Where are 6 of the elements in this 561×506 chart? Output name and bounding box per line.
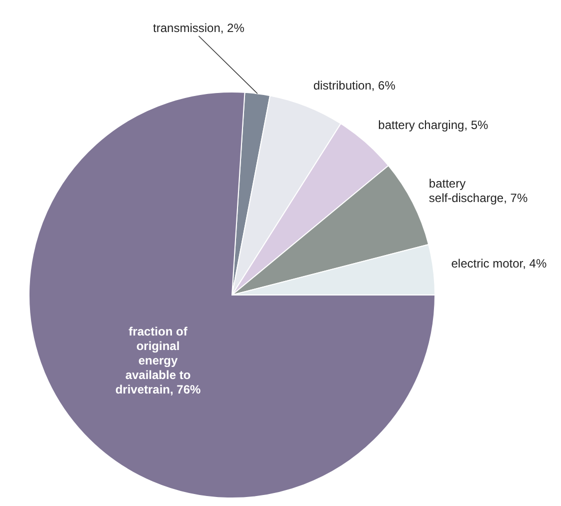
- slice-label: distribution, 6%: [313, 78, 396, 93]
- slice-label: battery self-discharge, 7%: [428, 176, 528, 205]
- slice-label: transmission, 2%: [153, 20, 245, 35]
- slice-label: electric motor, 4%: [451, 256, 547, 270]
- slice-label: fraction of original energy available to drivetrain, 76%: [115, 324, 202, 396]
- slice-label: battery charging, 5%: [378, 118, 489, 132]
